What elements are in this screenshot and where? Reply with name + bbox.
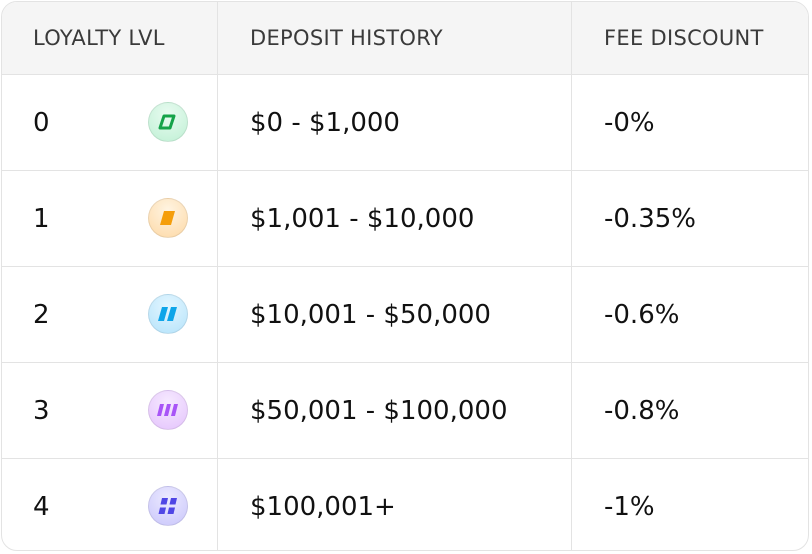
deposit-range: $1,001 - $10,000 bbox=[250, 203, 475, 234]
level-number: 0 bbox=[33, 107, 50, 138]
table-row: 1 $1,001 - $10,000 -0.35% bbox=[2, 170, 808, 266]
fee-discount-value: -0.35% bbox=[604, 203, 696, 234]
fee-discount-value: -1% bbox=[604, 491, 655, 522]
level-number: 2 bbox=[33, 299, 50, 330]
fee-cell: -0.6% bbox=[572, 267, 808, 362]
loyalty-tier-0-icon bbox=[148, 101, 188, 142]
level-number: 1 bbox=[33, 203, 50, 234]
header-deposit-history: DEPOSIT HISTORY bbox=[218, 2, 572, 74]
loyalty-tier-2-icon bbox=[148, 293, 188, 334]
fee-cell: -1% bbox=[572, 459, 808, 550]
table-header: LOYALTY LVL DEPOSIT HISTORY FEE DISCOUNT bbox=[2, 2, 808, 74]
header-loyalty-level: LOYALTY LVL bbox=[2, 2, 218, 74]
header-fee-discount: FEE DISCOUNT bbox=[572, 2, 808, 74]
deposit-range: $50,001 - $100,000 bbox=[250, 395, 508, 426]
level-number: 3 bbox=[33, 395, 50, 426]
deposit-range: $0 - $1,000 bbox=[250, 107, 400, 138]
level-cell: 3 bbox=[2, 363, 218, 458]
header-loyalty-label: LOYALTY LVL bbox=[33, 26, 165, 50]
header-fee-label: FEE DISCOUNT bbox=[604, 26, 764, 50]
loyalty-tier-4-icon bbox=[148, 485, 188, 526]
deposit-cell: $0 - $1,000 bbox=[218, 75, 572, 170]
fee-discount-value: -0.8% bbox=[604, 395, 680, 426]
deposit-cell: $10,001 - $50,000 bbox=[218, 267, 572, 362]
deposit-cell: $50,001 - $100,000 bbox=[218, 363, 572, 458]
fee-discount-value: -0% bbox=[604, 107, 655, 138]
table-row: 4 $100,001+ -1% bbox=[2, 458, 808, 550]
loyalty-tier-3-icon bbox=[148, 389, 188, 430]
level-cell: 1 bbox=[2, 171, 218, 266]
deposit-range: $10,001 - $50,000 bbox=[250, 299, 491, 330]
deposit-cell: $100,001+ bbox=[218, 459, 572, 550]
level-cell: 2 bbox=[2, 267, 218, 362]
table-row: 3 $50,001 - $100,000 -0.8% bbox=[2, 362, 808, 458]
deposit-cell: $1,001 - $10,000 bbox=[218, 171, 572, 266]
level-cell: 4 bbox=[2, 459, 218, 550]
table-row: 2 $10,001 - $50,000 -0.6% bbox=[2, 266, 808, 362]
level-cell: 0 bbox=[2, 75, 218, 170]
loyalty-tier-1-icon bbox=[148, 197, 188, 238]
fee-cell: -0.8% bbox=[572, 363, 808, 458]
level-number: 4 bbox=[33, 491, 50, 522]
fee-cell: -0% bbox=[572, 75, 808, 170]
deposit-range: $100,001+ bbox=[250, 491, 396, 522]
fee-cell: -0.35% bbox=[572, 171, 808, 266]
fee-discount-value: -0.6% bbox=[604, 299, 680, 330]
header-deposit-label: DEPOSIT HISTORY bbox=[250, 26, 443, 50]
table-row: 0 $0 - $1,000 -0% bbox=[2, 74, 808, 170]
